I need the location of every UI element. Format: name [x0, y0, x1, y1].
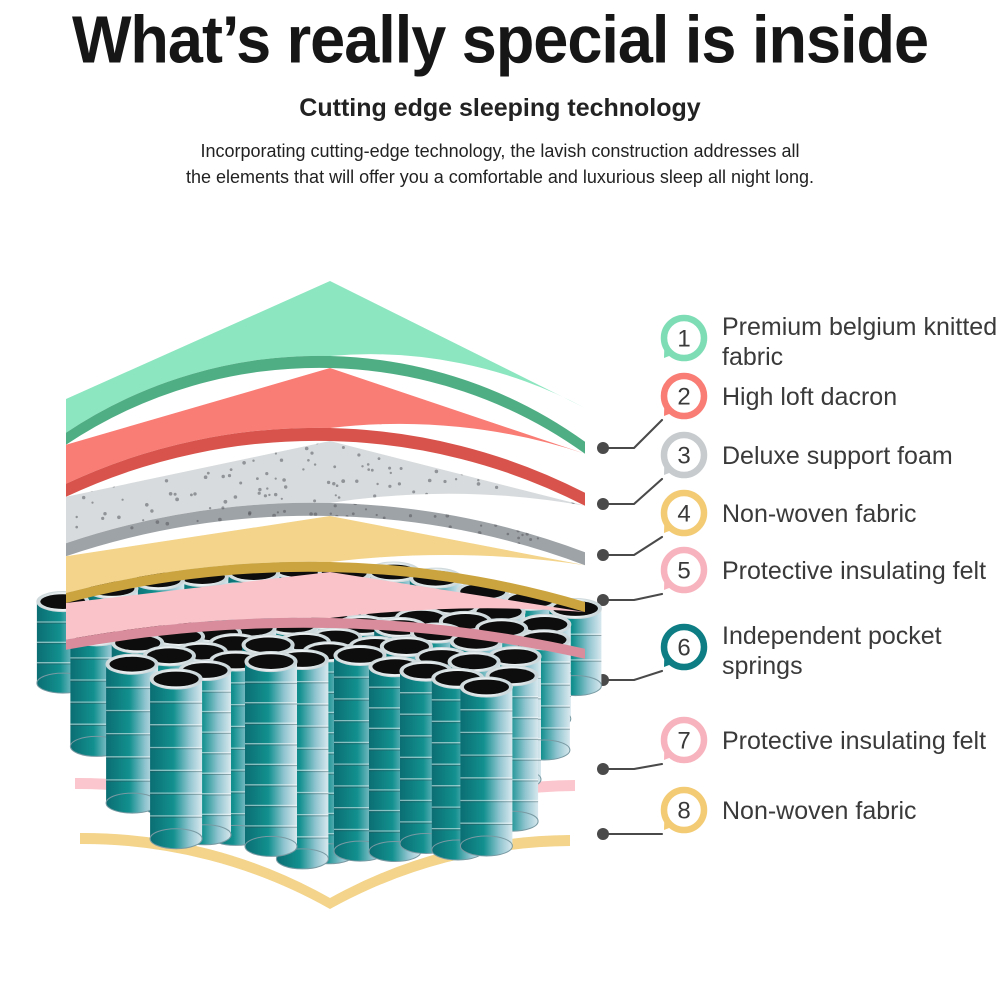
svg-text:2: 2	[677, 384, 690, 411]
svg-text:8: 8	[677, 798, 690, 825]
svg-text:3: 3	[677, 443, 690, 470]
svg-text:1: 1	[677, 326, 690, 353]
svg-text:Non-woven fabric: Non-woven fabric	[722, 500, 917, 528]
svg-text:springs: springs	[722, 652, 803, 680]
svg-text:5: 5	[677, 558, 690, 585]
svg-text:6: 6	[677, 635, 690, 662]
svg-text:Independent pocket: Independent pocket	[722, 622, 942, 650]
svg-text:Premium belgium knitted: Premium belgium knitted	[722, 313, 997, 341]
svg-text:Protective insulating felt: Protective insulating felt	[722, 557, 986, 585]
svg-text:Non-woven fabric: Non-woven fabric	[722, 797, 917, 825]
svg-text:7: 7	[677, 728, 690, 755]
svg-text:High loft dacron: High loft dacron	[722, 383, 897, 411]
svg-text:4: 4	[677, 501, 690, 528]
svg-text:Deluxe support foam: Deluxe support foam	[722, 442, 953, 470]
svg-text:fabric: fabric	[722, 343, 783, 371]
svg-text:Protective insulating felt: Protective insulating felt	[722, 727, 986, 755]
